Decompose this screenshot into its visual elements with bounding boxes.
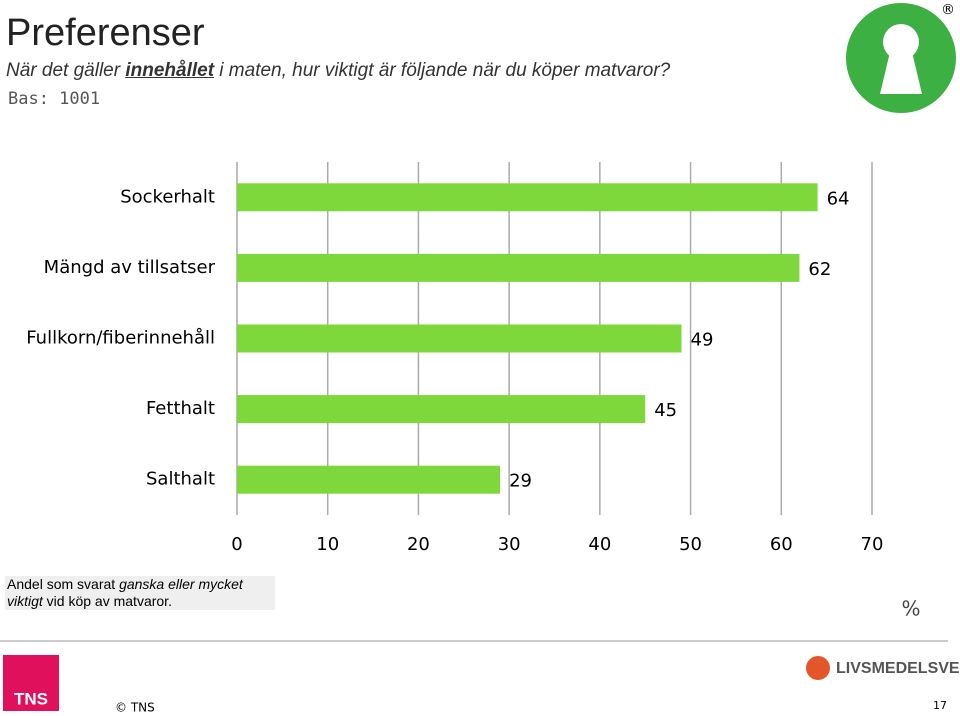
bar xyxy=(237,395,646,424)
data-label: 62 xyxy=(808,259,831,280)
logo-mark: ® xyxy=(941,2,955,18)
copyright: © TNS xyxy=(115,701,155,715)
subtitle-part: När det gäller xyxy=(6,60,126,81)
logo-tns-text: TNS xyxy=(14,689,48,708)
x-tick-label: 60 xyxy=(770,534,793,555)
logo-partner-icon xyxy=(806,656,830,680)
y-tick-label: Mängd av tillsatser xyxy=(44,257,216,278)
note-part: vid köp av matvaror. xyxy=(42,593,172,609)
base: Bas: 1001 xyxy=(8,89,101,109)
title: Preferenser xyxy=(6,12,205,54)
data-label: 64 xyxy=(827,188,850,209)
note-part: Andel som svarat xyxy=(7,576,120,592)
data-label: 49 xyxy=(691,330,714,351)
logo-keyhole xyxy=(880,52,922,94)
logo-partner-text: LIVSMEDELSVERKET xyxy=(836,660,960,677)
y-tick-label: Fetthalt xyxy=(146,398,215,419)
x-tick-label: 0 xyxy=(231,534,242,555)
page-number: 17 xyxy=(933,699,947,712)
bar xyxy=(237,183,818,212)
x-tick-label: 30 xyxy=(498,534,521,555)
x-tick-label: 50 xyxy=(679,534,702,555)
logo-keyhole xyxy=(883,24,919,60)
x-axis-label: % xyxy=(901,597,920,621)
x-tick-label: 70 xyxy=(861,534,884,555)
note: Andel som svarat ganska eller mycket vik… xyxy=(5,576,275,610)
bar xyxy=(237,253,800,282)
note-emphasis: ganska eller mycket viktigt xyxy=(7,576,243,609)
subtitle-part: i maten, hur viktigt är följande när du … xyxy=(214,60,671,81)
x-tick-label: 10 xyxy=(316,534,339,555)
y-tick-label: Salthalt xyxy=(146,469,215,490)
subtitle-emphasis: innehållet xyxy=(125,60,215,81)
data-label: 45 xyxy=(654,400,677,421)
x-tick-label: 40 xyxy=(588,534,611,555)
y-tick-label: Fullkorn/fiberinnehåll xyxy=(26,328,215,349)
subtitle: När det gäller innehållet i maten, hur v… xyxy=(6,60,670,82)
logo-tns xyxy=(3,655,59,711)
y-tick-label: Sockerhalt xyxy=(120,186,215,207)
bar xyxy=(237,324,682,353)
x-tick-label: 20 xyxy=(407,534,430,555)
data-label: 29 xyxy=(509,471,532,492)
bar xyxy=(237,465,501,494)
